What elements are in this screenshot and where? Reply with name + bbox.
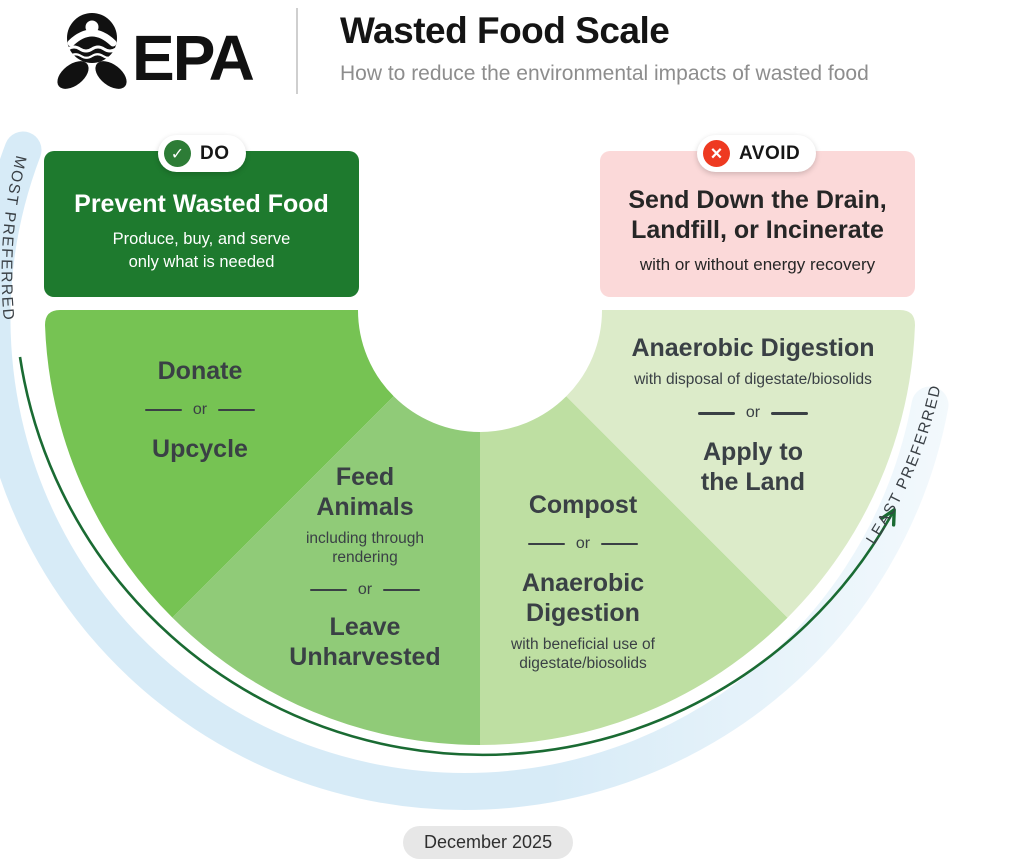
page-title: Wasted Food Scale	[340, 10, 670, 51]
avoid-panel-title-line1: Send Down the Drain,	[628, 186, 887, 215]
or-line	[697, 412, 735, 415]
preference-band	[0, 131, 949, 810]
header: EPA Wasted Food Scale How to reduce the …	[0, 0, 1024, 110]
epa-logo-text: EPA	[132, 22, 254, 94]
or-line	[771, 412, 809, 415]
or-word: or	[745, 404, 761, 422]
x-icon: ×	[703, 140, 730, 167]
segment3-primary: Compost	[528, 491, 638, 519]
segment-text-anaerobic-digestion: Anaerobic Digestion with disposal of dig…	[613, 333, 893, 497]
or-line	[527, 542, 565, 546]
segment-feed-animals	[172, 396, 480, 745]
segment1-primary: Donate	[157, 357, 243, 385]
or-divider: or	[473, 535, 693, 553]
do-panel-subtitle-line2: only what is needed	[128, 252, 275, 271]
segment-text-donate-upcycle: Donate or Upcycle	[88, 356, 312, 464]
do-panel-subtitle-line1: Produce, buy, and serve	[112, 230, 291, 249]
send-down-drain-panel: Send Down the Drain, Landfill, or Incine…	[600, 151, 915, 297]
do-badge: ✓ DO	[158, 135, 246, 172]
avoid-panel-title-line2: Landfill, or Incinerate	[631, 216, 884, 245]
do-panel-subtitle: Produce, buy, and serve only what is nee…	[113, 228, 291, 273]
header-divider	[296, 8, 298, 94]
or-line	[601, 542, 639, 546]
or-word: or	[192, 401, 208, 418]
segment1-secondary: Upcycle	[152, 435, 248, 463]
segment-donate-upcycle	[45, 310, 394, 618]
check-icon: ✓	[164, 140, 191, 167]
segment2-note: including through rendering	[305, 530, 425, 567]
or-divider: or	[613, 404, 893, 422]
or-word: or	[575, 535, 591, 552]
segment2-primary: Feed Animals	[316, 463, 414, 521]
epa-flower-icon	[57, 13, 127, 89]
epa-logo: EPA	[57, 13, 256, 94]
segment-compost	[480, 396, 788, 745]
segment2-secondary: Leave Unharvested	[289, 612, 441, 671]
or-line	[144, 408, 182, 412]
avoid-badge: × AVOID	[697, 135, 817, 172]
avoid-badge-label: AVOID	[739, 142, 801, 164]
avoid-panel-subtitle: with or without energy recovery	[639, 255, 876, 275]
or-divider: or	[255, 581, 475, 599]
segment3-note: with beneficial use of digestate/biosoli…	[511, 636, 655, 673]
avoid-panel-title: Send Down the Drain, Landfill, or Incine…	[628, 185, 886, 245]
segment-anaerobic-digestion	[566, 310, 915, 618]
segment4-primary: Anaerobic Digestion	[631, 334, 875, 362]
segment-text-compost: Compost or Anaerobic Digestion with bene…	[473, 490, 693, 674]
or-line	[383, 588, 421, 591]
segment-text-feed-animals: Feed Animals including through rendering…	[255, 462, 475, 672]
or-word: or	[357, 580, 373, 598]
preference-arrow	[18, 356, 896, 757]
do-panel-title: Prevent Wasted Food	[74, 190, 329, 219]
date-badge: December 2025	[403, 826, 574, 859]
or-line	[309, 588, 347, 591]
do-badge-label: DO	[200, 142, 230, 164]
segment4-secondary: Apply to the Land	[700, 438, 806, 497]
prevent-wasted-food-panel: Prevent Wasted Food Produce, buy, and se…	[44, 151, 359, 297]
segment4-note: with disposal of digestate/biosolids	[634, 371, 872, 388]
page-subtitle: How to reduce the environmental impacts …	[340, 62, 869, 85]
segment3-secondary: Anaerobic Digestion	[521, 569, 645, 627]
or-line	[218, 408, 256, 412]
or-divider: or	[88, 401, 312, 419]
